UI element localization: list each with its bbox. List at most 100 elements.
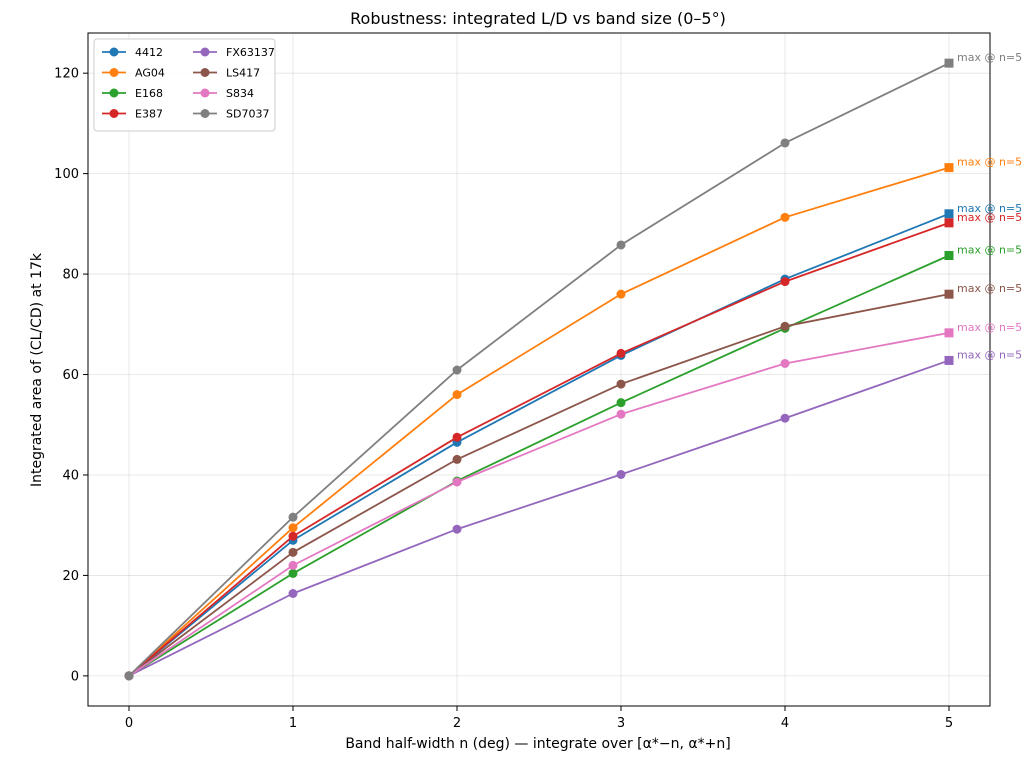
legend-label: E168 — [135, 87, 163, 100]
data-point — [452, 390, 462, 400]
max-annotation: max @ n=5 — [957, 51, 1022, 64]
chart-title: Robustness: integrated L/D vs band size … — [350, 9, 726, 28]
max-marker — [944, 209, 954, 219]
series-line — [128, 212, 950, 677]
series-line — [128, 166, 950, 677]
series-line — [128, 254, 950, 677]
max-annotation: max @ n=5 — [957, 243, 1022, 256]
legend-item-e168: E168 — [102, 87, 163, 100]
legend-item-fx63137: FX63137 — [193, 46, 275, 59]
legend-label: SD7037 — [226, 108, 269, 121]
data-point — [452, 432, 462, 442]
max-marker — [944, 218, 954, 228]
legend-label: FX63137 — [226, 46, 275, 59]
data-point — [616, 348, 626, 358]
max-annotation: max @ n=5 — [957, 211, 1022, 224]
legend-item-ls417: LS417 — [193, 67, 260, 80]
legend-marker — [200, 47, 210, 57]
legend-item-sd7037: SD7037 — [193, 108, 269, 121]
series-s834 — [124, 328, 954, 681]
data-point — [780, 358, 790, 368]
legend-marker — [109, 109, 119, 118]
data-point — [452, 365, 462, 375]
x-tick-label: 0 — [125, 716, 133, 731]
y-tick-label: 20 — [62, 569, 79, 584]
plot-frame — [87, 32, 991, 707]
x-tick-label: 2 — [453, 716, 461, 731]
legend-label: E387 — [135, 108, 163, 121]
max-annotation: max @ n=5 — [957, 156, 1022, 169]
data-point — [780, 413, 790, 423]
series-line — [128, 62, 950, 677]
y-tick-label: 60 — [62, 368, 79, 383]
legend: 4412 AG04 E168 E387 FX63137 LS417 S834 SD7037 — [93, 38, 276, 132]
legend-marker — [109, 47, 119, 57]
x-tick-label: 5 — [945, 716, 953, 731]
legend-item-4412: 4412 — [102, 46, 163, 59]
series-ag04 — [124, 163, 954, 681]
data-point — [616, 469, 626, 479]
legend-label: LS417 — [226, 67, 260, 80]
legend-item-e387: E387 — [102, 108, 163, 121]
data-point — [780, 277, 790, 287]
data-point — [452, 454, 462, 464]
y-tick-label: 120 — [54, 67, 79, 82]
legend-item-s834: S834 — [193, 87, 254, 100]
data-point — [288, 588, 298, 598]
data-point — [288, 531, 298, 541]
data-point — [616, 240, 626, 250]
data-point — [124, 671, 134, 681]
max-marker — [944, 355, 954, 365]
series-layer — [124, 58, 954, 681]
data-point — [288, 512, 298, 522]
data-point — [288, 523, 298, 533]
max-annotation: max @ n=5 — [957, 348, 1022, 361]
y-tick-label: 40 — [62, 468, 79, 483]
max-marker — [944, 163, 954, 173]
x-tick-label: 4 — [781, 716, 789, 731]
max-annotation: max @ n=5 — [957, 321, 1022, 334]
y-tick-label: 100 — [54, 167, 79, 182]
data-point — [616, 289, 626, 299]
max-marker — [944, 328, 954, 338]
series-ls417 — [124, 289, 954, 681]
legend-box — [93, 38, 276, 132]
y-tick-label: 80 — [62, 268, 79, 283]
legend-marker — [109, 88, 119, 98]
max-marker — [944, 289, 954, 299]
max-annotation: max @ n=5 — [957, 202, 1022, 215]
ticks: 0 1 2 3 4 5 0 20 40 60 80 100 120 — [54, 67, 953, 731]
data-point — [780, 212, 790, 222]
x-axis-title: Band half-width n (deg) — integrate over… — [345, 736, 730, 752]
legend-marker — [200, 88, 210, 98]
data-point — [780, 321, 790, 331]
data-point — [616, 379, 626, 389]
legend-item-ag04: AG04 — [102, 67, 165, 80]
data-point — [288, 560, 298, 570]
legend-label: S834 — [226, 87, 254, 100]
series-line — [128, 221, 950, 677]
max-annotation: max @ n=5 — [957, 282, 1022, 295]
max-marker — [944, 58, 954, 68]
legend-marker — [200, 109, 210, 118]
legend-label: AG04 — [135, 67, 165, 80]
legend-label: 4412 — [135, 46, 163, 59]
max-marker — [944, 250, 954, 260]
data-point — [288, 547, 298, 557]
data-point — [616, 398, 626, 408]
y-axis-title: Integrated area of (CL/CD) at 17k — [29, 252, 45, 487]
series-line — [128, 331, 950, 677]
y-tick-label: 0 — [71, 669, 79, 684]
data-point — [288, 568, 298, 578]
series-sd7037 — [124, 58, 954, 681]
data-point — [452, 477, 462, 487]
legend-marker — [109, 68, 119, 77]
data-point — [452, 524, 462, 534]
x-tick-label: 1 — [289, 716, 297, 731]
legend-marker — [200, 68, 210, 77]
series-line — [128, 293, 950, 677]
series-line — [128, 359, 950, 677]
x-tick-label: 3 — [617, 716, 625, 731]
